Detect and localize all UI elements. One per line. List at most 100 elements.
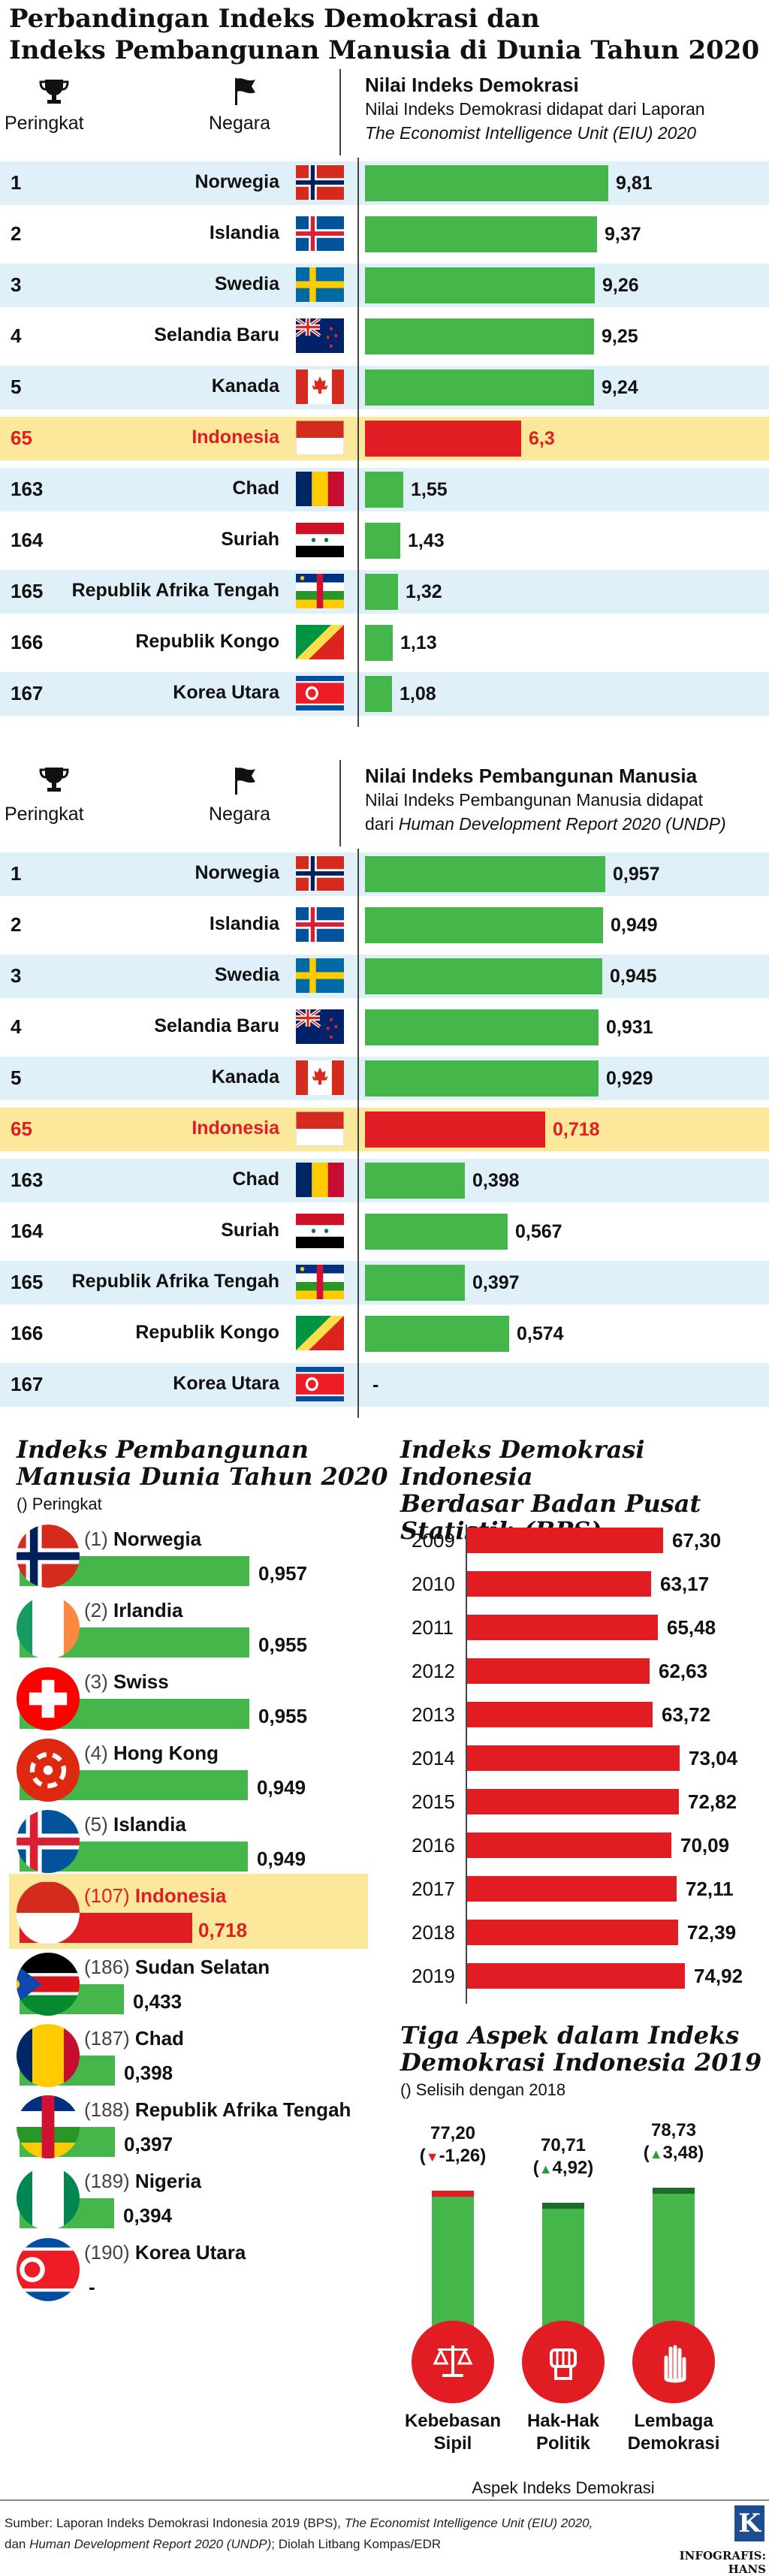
year-label: 2013 [412,1703,455,1726]
hdi2020-title-1: Indeks Pembangunan [17,1435,309,1464]
col-country-label: Negara [209,113,270,134]
country-label: Kanada [211,1066,279,1087]
value-label: 0,949 [257,1848,306,1870]
rank-label: 164 [11,1220,44,1242]
source-line2-a: dan [5,2537,30,2551]
value-label: 0,931 [606,1017,653,1038]
value-label: 74,92 [694,1965,743,1987]
value-bar [365,267,595,303]
fist-icon [522,2321,605,2403]
value-label: 65,48 [667,1616,716,1639]
rank-label: 2 [11,222,22,245]
country-label: Swedia [214,273,279,294]
rank-label: (1) [84,1528,113,1550]
country-label: Hong Kong [113,1742,219,1764]
rank-label: 167 [11,682,44,704]
rank-label: 163 [11,478,44,500]
triangle-up-icon: ▲ [649,2146,663,2161]
northkorea-flag-icon [17,2238,80,2301]
country-label: Nigeria [134,2170,202,2192]
democracy-chart: 1 Norwegia 9,81 2 Islandia 9,37 3 Swedia 9,26 4 Se… [0,158,769,728]
country-label: Korea Utara [173,682,279,703]
iceland-flag-icon [296,216,344,251]
axis-line [357,158,359,727]
country-label: Korea Utara [173,1373,279,1394]
value-label: 0,398 [124,2062,173,2084]
northkorea-flag-icon [296,1367,344,1401]
rank-label: 1 [11,862,22,885]
indonesia-flag-icon [296,421,344,455]
aspect-value-label: 78,73 [650,2120,697,2140]
country-label: Indonesia [134,1884,227,1907]
rank-label: 4 [11,324,22,347]
canada-flag-icon [296,1060,344,1095]
year-label: 2010 [412,1573,455,1595]
hdi-header-sub2: dari Human Development Report 2020 (UNDP… [365,814,726,834]
hdi-header-title: Nilai Indeks Pembangunan Manusia [365,765,698,787]
year-bar [467,1658,650,1684]
aspect-value-label: 77,20 [430,2123,476,2143]
country-label: Kanada [211,376,279,397]
rank-label: 5 [11,376,22,398]
rank-label: 1 [11,171,22,194]
value-label: 9,37 [605,224,641,245]
value-label: 0,957 [613,864,660,885]
rank-label: (4) [84,1742,113,1764]
value-label: 73,04 [689,1747,738,1769]
value-label: 0,718 [553,1119,600,1140]
norway-flag-icon [17,1525,80,1588]
year-bar [467,1745,680,1771]
rank-label: (187) [84,2027,135,2050]
source-line2-b: Human Development Report 2020 (UNDP) [29,2537,272,2551]
value-bar [365,1265,465,1301]
value-label: 63,17 [660,1573,710,1595]
sweden-flag-icon [296,958,344,993]
aspect-name: Demokrasi [627,2433,720,2454]
value-label: 0,394 [123,2204,173,2227]
country-label: Chad [232,478,280,499]
value-label: 1,55 [411,479,448,500]
year-bar [467,1615,658,1640]
value-label: 0,955 [258,1633,308,1656]
aspects-title-1: Tiga Aspek dalam Indeks [400,2021,740,2050]
newzealand-flag-icon [296,1009,344,1044]
aspect-name: Lembaga [634,2411,713,2431]
democracy-header-title: Nilai Indeks Demokrasi [365,74,579,96]
hdi-header-sub1: Nilai Indeks Pembangunan Manusia didapat [365,790,704,810]
title-line-2: Indeks Pembangunan Manusia di Dunia Tahu… [9,35,760,65]
value-label: 0,397 [124,2133,173,2155]
value-bar [365,1214,508,1250]
rank-label: (5) [84,1813,113,1835]
rank-label: 166 [11,631,44,653]
col-country-label: Negara [209,804,270,825]
aspects-chart: 77,20 (▼-1,26) Kebebasan Sipil 70,71 (▲4,92) H… [375,2103,769,2497]
aspect-change: (▲3,48) [643,2143,704,2163]
value-label: 0,397 [472,1272,520,1293]
country-label: Republik Afrika Tengah [134,2098,351,2121]
country-label: Republik Kongo [135,631,279,652]
triangle-up-icon: ▲ [538,2161,553,2176]
rank-label: (186) [84,1956,135,1978]
rank-label: 164 [11,529,44,551]
country-label: Norwegia [113,1528,202,1550]
year-bar [467,1876,677,1902]
axis-line [466,1525,467,2004]
value-label: 0,718 [198,1919,248,1941]
country-label: Suriah [221,1220,279,1241]
rank-label: (190) [84,2241,135,2264]
trophy-icon [39,77,69,107]
country-row-label: (188) Republik Afrika Tengah [84,2098,351,2122]
bps-title-1: Indeks Demokrasi Indonesia [400,1435,645,1491]
country-label: Norwegia [195,171,279,192]
northkorea-flag-icon [296,676,344,710]
value-label: - [372,1374,379,1395]
aspect-bar [542,2203,584,2336]
country-label: Sudan Selatan [134,1956,270,1978]
flag-icon [229,765,261,796]
title-line-1: Perbandingan Indeks Demokrasi dan [9,4,540,34]
country-row-label: (1) Norwegia [84,1528,201,1551]
rank-label: (188) [84,2098,135,2121]
aspect-name: Politik [535,2433,590,2454]
hdi-chart: 1 Norwegia 0,957 2 Islandia 0,949 3 Swedia 0,945… [0,849,769,1419]
country-row-label: (2) Irlandia [84,1599,182,1622]
